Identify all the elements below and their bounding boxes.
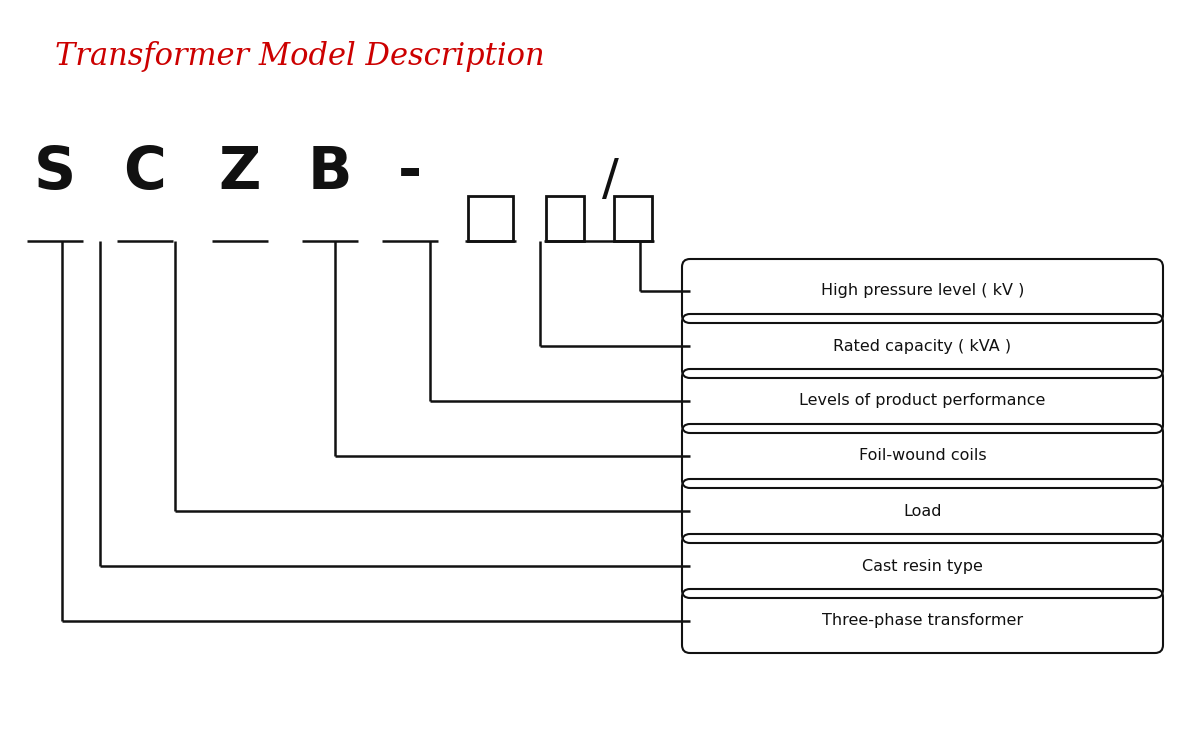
Text: Rated capacity ( kVA ): Rated capacity ( kVA ) (834, 338, 1011, 354)
Text: B: B (308, 144, 352, 201)
Bar (546, 196, 583, 241)
Text: Foil-wound coils: Foil-wound coils (859, 449, 986, 463)
Text: Z: Z (219, 144, 261, 201)
Text: Levels of product performance: Levels of product performance (799, 393, 1046, 409)
Bar (615, 196, 652, 241)
Text: -: - (398, 144, 422, 201)
Text: High pressure level ( kV ): High pressure level ( kV ) (821, 284, 1024, 298)
Text: S: S (34, 144, 75, 201)
Bar (467, 196, 513, 241)
Text: Load: Load (903, 504, 942, 518)
Text: /: / (601, 156, 618, 204)
Text: C: C (123, 144, 167, 201)
Text: Cast resin type: Cast resin type (863, 558, 982, 574)
Text: Three-phase transformer: Three-phase transformer (822, 613, 1023, 629)
Text: Transformer Model Description: Transformer Model Description (55, 41, 545, 72)
